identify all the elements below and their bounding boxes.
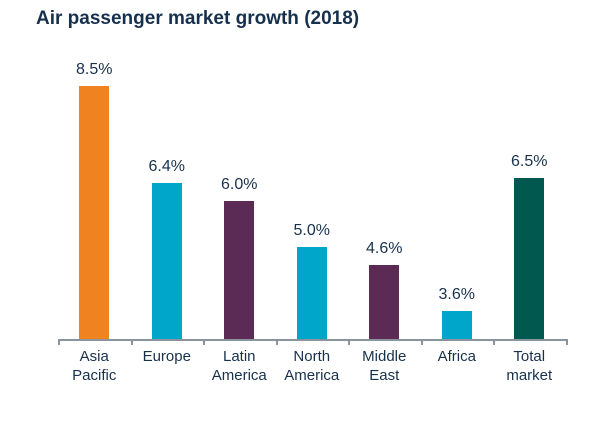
x-axis-tick: [348, 339, 350, 345]
value-label-total-market: 6.5%: [511, 153, 548, 170]
category-label-europe: Europe: [142, 348, 191, 365]
category-label-asia-pacific: Asia Pacific: [72, 348, 117, 384]
value-label-europe: 6.4%: [148, 158, 185, 175]
category-label-middle-east: Middle East: [362, 348, 407, 384]
bar-middle-east: [369, 265, 400, 339]
x-axis-tick: [275, 339, 278, 345]
category-label-total-market: Total market: [506, 348, 553, 384]
bar-latin-america: [224, 201, 255, 339]
x-axis-tick: [420, 339, 423, 345]
value-label-latin-america: 6.0%: [221, 176, 258, 193]
value-label-africa: 3.6%: [438, 286, 475, 303]
bar-africa: [441, 311, 472, 339]
category-label-latin-america: Latin America: [211, 348, 267, 384]
x-axis-tick: [203, 339, 205, 345]
bar-europe: [151, 183, 182, 339]
x-axis-tick: [493, 339, 495, 345]
bar-asia-pacific: [79, 86, 110, 339]
category-label-africa: Africa: [437, 348, 476, 365]
x-axis-tick: [130, 339, 133, 345]
chart-title: Air passenger market growth (2018): [36, 8, 360, 29]
x-axis-tick: [565, 339, 568, 345]
value-label-north-america: 5.0%: [293, 222, 330, 239]
bar-total-market: [514, 178, 545, 339]
bar-north-america: [296, 247, 327, 339]
value-label-asia-pacific: 8.5%: [76, 61, 113, 78]
x-axis-line: [58, 339, 567, 341]
value-label-middle-east: 4.6%: [366, 240, 403, 257]
x-axis-tick: [58, 339, 60, 345]
category-label-north-america: North America: [284, 348, 340, 384]
